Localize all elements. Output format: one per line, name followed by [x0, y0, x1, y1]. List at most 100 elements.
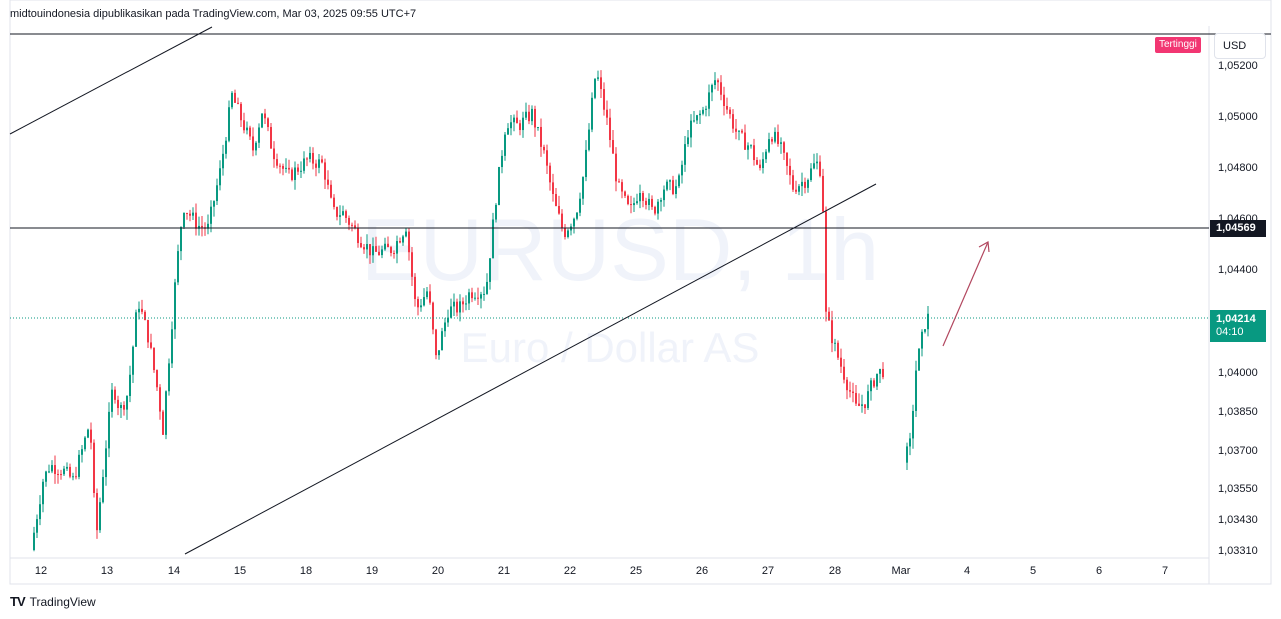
candle [585, 140, 587, 182]
candle [588, 123, 590, 152]
level-price-label: 1,04569 [1210, 220, 1266, 237]
candle [270, 123, 272, 149]
trendline-support[interactable] [184, 183, 877, 555]
candle [114, 386, 116, 404]
candle [654, 205, 656, 216]
candle [558, 195, 560, 215]
candle [795, 180, 797, 195]
candle [84, 436, 86, 452]
candle [471, 287, 473, 303]
candle [774, 127, 776, 144]
candle [246, 121, 248, 135]
candle [39, 495, 41, 526]
currency-selector[interactable]: USD [1214, 33, 1266, 59]
candle [675, 179, 677, 199]
candle [327, 170, 329, 190]
candle [189, 209, 191, 222]
candle [687, 129, 689, 147]
candle [195, 203, 197, 236]
price-tick-label: 1,05000 [1218, 111, 1258, 123]
candle [849, 381, 851, 398]
candle [807, 178, 809, 193]
candle [861, 394, 863, 413]
candle [705, 105, 707, 117]
candle [393, 250, 395, 259]
candle [306, 157, 308, 167]
candle [186, 212, 188, 220]
candle [234, 89, 236, 104]
candle [606, 100, 608, 126]
candle [678, 173, 680, 189]
candle [480, 291, 482, 309]
candle [69, 463, 71, 479]
candle [552, 173, 554, 202]
candle [156, 369, 158, 391]
candle [825, 206, 827, 322]
time-tick-label: 15 [234, 565, 246, 577]
candle [747, 142, 749, 160]
candle [129, 365, 131, 403]
candle [636, 193, 638, 205]
candle [420, 299, 422, 312]
candle [87, 428, 89, 439]
price-tick-label: 1,05200 [1218, 60, 1258, 72]
price-tick-label: 1,03430 [1218, 514, 1258, 526]
candle [690, 114, 692, 148]
candle [390, 245, 392, 257]
price-tick-label: 1,03700 [1218, 445, 1258, 457]
candle [540, 118, 542, 157]
candle [339, 205, 341, 226]
candle [144, 310, 146, 321]
time-tick-label: 13 [101, 565, 113, 577]
candle [153, 347, 155, 373]
candle [357, 223, 359, 248]
candle [876, 373, 878, 391]
candle [123, 401, 125, 416]
footer-brand[interactable]: TV TradingView [10, 594, 96, 609]
candle [492, 212, 494, 259]
candle [684, 135, 686, 172]
candle [57, 469, 59, 484]
candle [909, 432, 911, 456]
candle [633, 197, 635, 212]
candle [63, 465, 65, 476]
candle [192, 207, 194, 220]
time-tick-label: 27 [762, 565, 774, 577]
time-tick-label: 21 [498, 565, 510, 577]
candle [75, 466, 77, 480]
candle [882, 362, 884, 380]
candle [168, 358, 170, 396]
candle [759, 159, 761, 171]
last-price-label: 1,04214 04:10 [1210, 310, 1266, 342]
candle [573, 217, 575, 234]
candle [384, 237, 386, 251]
candle [273, 141, 275, 168]
time-tick-label: 22 [564, 565, 576, 577]
trendline-upper[interactable] [9, 26, 213, 135]
candle [252, 127, 254, 157]
candle [222, 144, 224, 176]
candle [906, 442, 908, 470]
candle [855, 385, 857, 407]
candle [135, 309, 137, 347]
projection-arrow[interactable] [942, 241, 990, 347]
candle [279, 163, 281, 174]
candle [831, 310, 833, 353]
candle [342, 205, 344, 216]
chart-frame [9, 0, 1272, 585]
candle [429, 284, 431, 305]
candle [60, 469, 62, 480]
candle [72, 472, 74, 481]
candle [351, 222, 353, 232]
candle [474, 292, 476, 301]
candle [783, 141, 785, 161]
candle [315, 159, 317, 177]
candle [243, 112, 245, 134]
candle [663, 185, 665, 207]
candle [180, 226, 182, 261]
candle [276, 153, 278, 169]
candle [501, 150, 503, 174]
candle [852, 382, 854, 403]
candle [753, 138, 755, 166]
